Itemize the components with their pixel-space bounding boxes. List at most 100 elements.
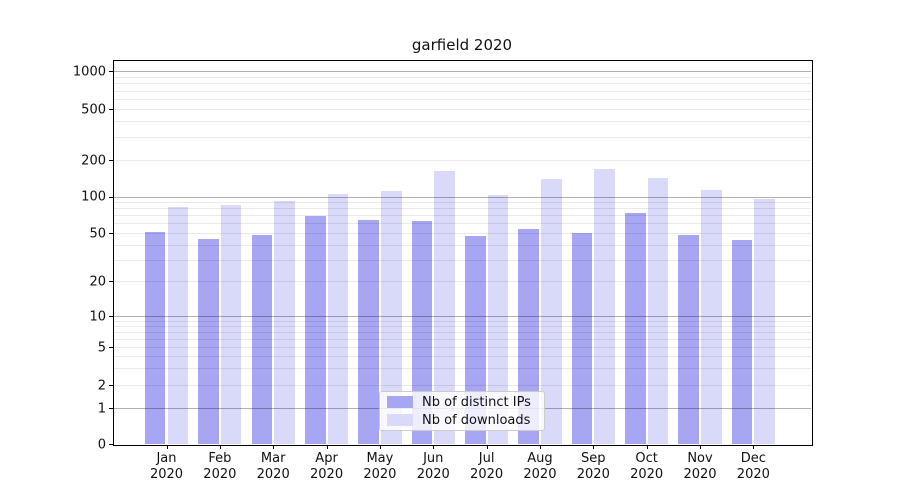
bar-downloads [701,189,722,444]
bar-distinct-ips [411,220,433,444]
x-tick-label: Oct 2020 [630,451,664,482]
gridline-minor [114,99,811,100]
x-tick-mark [700,445,701,449]
y-tick-label: 10 [89,309,106,324]
x-tick-label: Mar 2020 [256,451,290,482]
bar-distinct-ips [571,233,593,444]
legend-swatch-distinct-ips-icon [387,396,413,408]
gridline-minor [114,320,811,322]
y-tick-label: 20 [89,274,106,289]
legend: Nb of distinct IPs Nb of downloads [379,391,545,431]
gridline-minor [114,259,811,261]
x-tick-mark [379,445,381,449]
legend-swatch-downloads-icon [387,414,413,426]
gridline-minor [114,83,811,85]
gridline-minor [114,244,811,246]
x-tick-label: Nov 2020 [683,451,717,482]
gridline-minor [114,233,811,234]
x-tick-label: Jun 2020 [416,451,450,482]
bar-downloads [647,178,669,444]
bar-distinct-ips [144,232,166,444]
gridline-minor [114,223,811,225]
y-tick-label: 500 [81,102,106,117]
x-tick-label: Apr 2020 [310,451,344,482]
gridline-minor [114,368,811,370]
y-tick-label: 100 [81,189,106,205]
y-tick-label: 50 [89,226,106,241]
y-tick-mark [109,160,113,161]
gridline-minor [114,215,811,217]
gridline-minor [114,90,811,92]
gridline-minor [114,202,811,203]
x-tick-mark [753,445,755,449]
bar-distinct-ips [251,235,273,444]
legend-label-downloads: Nb of downloads [422,412,531,428]
x-tick-label: May 2020 [363,451,397,482]
bar-downloads [220,205,242,444]
gridline-minor [114,332,811,333]
bar-downloads [487,194,509,444]
x-tick-mark [486,445,488,449]
y-tick-label: 0 [97,437,106,452]
y-tick-label: 200 [81,153,106,168]
bar-distinct-ips [625,213,646,444]
bar-distinct-ips [358,220,379,444]
bar-downloads [541,179,562,444]
y-tick-mark [109,233,113,234]
x-tick-mark [219,445,221,449]
x-tick-mark [166,445,168,449]
bar-distinct-ips [198,238,219,444]
legend-item-downloads: Nb of downloads [380,413,544,428]
x-tick-mark [433,445,435,449]
bar-distinct-ips [731,239,753,444]
x-tick-label: Sep 2020 [576,451,610,482]
gridline-minor [114,109,811,110]
gridline-major [114,71,811,72]
x-tick-label: Aug 2020 [523,451,557,482]
gridline-minor [114,338,811,340]
bar-downloads [754,199,776,444]
gridline-minor [114,356,811,358]
x-tick-label: Feb 2020 [203,451,237,482]
gridline-minor [114,208,811,210]
gridline-minor [114,121,811,123]
x-tick-label: Dec 2020 [736,451,770,482]
y-tick-mark [109,347,113,348]
gridline-major [114,316,811,317]
gridline-minor [114,137,811,139]
y-tick-mark [109,109,113,110]
x-tick-mark [539,445,541,449]
gridline-minor [114,160,811,161]
y-tick-mark [109,408,113,409]
y-tick-mark [109,385,113,386]
y-tick-mark [109,71,113,72]
legend-label-distinct-ips: Nb of distinct IPs [422,394,531,410]
x-tick-mark [646,445,648,449]
bar-distinct-ips [304,216,326,444]
y-tick-mark [109,444,113,445]
bar-downloads [594,169,615,444]
y-tick-mark [109,281,113,282]
y-tick-mark [109,316,113,317]
gridline-minor [114,385,811,386]
x-tick-mark [273,445,275,449]
bar-downloads [167,207,189,444]
gridline-minor [114,281,811,282]
y-tick-mark [109,196,113,198]
bar-distinct-ips [678,235,699,444]
y-tick-label: 5 [97,340,106,355]
x-tick-mark [326,445,328,449]
x-tick-label: Jul 2020 [470,451,504,482]
legend-item-distinct-ips: Nb of distinct IPs [380,395,544,410]
y-tick-label: 2 [97,378,106,393]
y-tick-label: 1 [97,401,106,416]
bar-downloads [380,190,402,444]
gridline-minor [114,76,811,78]
gridline-major [114,196,811,198]
bar-distinct-ips [518,228,539,444]
bar-downloads [327,193,349,444]
x-tick-label: Jan 2020 [149,451,184,482]
x-tick-mark [593,445,595,449]
chart-title: garfield 2020 [411,36,513,54]
